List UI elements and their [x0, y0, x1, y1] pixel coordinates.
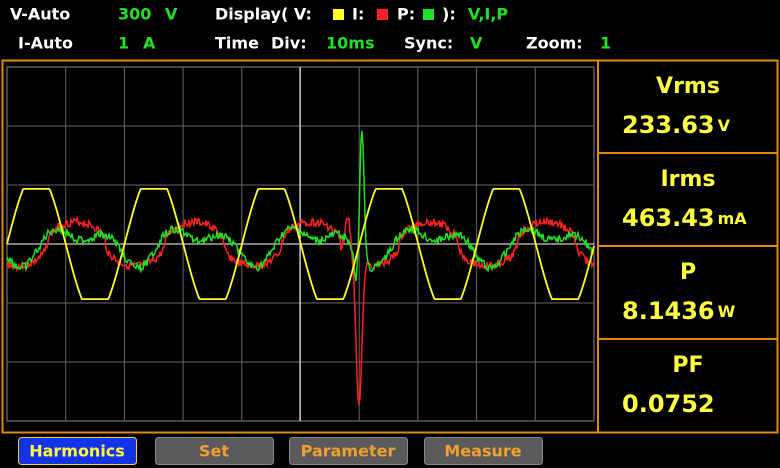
reading-label: Vrms [656, 74, 720, 99]
softkey[interactable] [289, 437, 408, 465]
waveforms [6, 130, 595, 406]
readings-panel: Vrms 233.63 V Irms 463.43 mA P 8.1436 W PF 0.0752 [598, 74, 778, 418]
value: 8.1436 [622, 297, 715, 325]
softkey-label[interactable]: Harmonics [29, 442, 125, 461]
reading-label: P [680, 260, 696, 285]
reading-label: PF [672, 353, 703, 378]
power-trace [6, 130, 595, 282]
text: I-Auto [18, 34, 73, 53]
text: V,I,P [468, 5, 508, 24]
voltage-trace [6, 188, 595, 300]
text: P: [397, 5, 415, 24]
reading-value: 8.1436 W [622, 297, 736, 325]
unit: W [718, 302, 736, 321]
softkey-label[interactable]: Parameter [301, 442, 396, 461]
softkey[interactable] [424, 437, 543, 465]
reading-value: 0.0752 [622, 390, 715, 418]
text: V [470, 34, 483, 53]
header: V-Auto 300 V Display( V: I: P: ): V,I,P … [10, 5, 611, 53]
softkey-label[interactable]: Set [199, 442, 229, 461]
softkey[interactable] [18, 437, 137, 465]
text: ): [442, 5, 456, 24]
reading-value: 233.63 V [622, 111, 731, 139]
p-swatch [423, 9, 434, 20]
text: Time [215, 34, 259, 53]
text: Zoom: [526, 34, 583, 53]
reading-value: 463.43 mA [622, 204, 747, 232]
text: 10ms [326, 34, 374, 53]
text: Display( V: [215, 5, 312, 24]
text: I: [352, 5, 364, 24]
text: 1 [118, 34, 129, 53]
text: A [143, 34, 156, 53]
softkey-label[interactable]: Measure [444, 442, 521, 461]
softkey[interactable] [155, 437, 274, 465]
value: 463.43 [622, 204, 715, 232]
text: V-Auto [10, 5, 70, 24]
value: 0.0752 [622, 390, 715, 418]
v-swatch [333, 9, 344, 20]
reading-label: Irms [660, 167, 715, 192]
text: V [165, 5, 178, 24]
i-swatch [377, 9, 388, 20]
unit: mA [718, 209, 748, 228]
softkeys: Harmonics Set Parameter Measure [18, 437, 543, 465]
text: Sync: [404, 34, 453, 53]
text: 1 [600, 34, 611, 53]
value: 233.63 [622, 111, 715, 139]
text: 300 [118, 5, 151, 24]
text: Div: [271, 34, 307, 53]
unit: V [718, 116, 731, 135]
